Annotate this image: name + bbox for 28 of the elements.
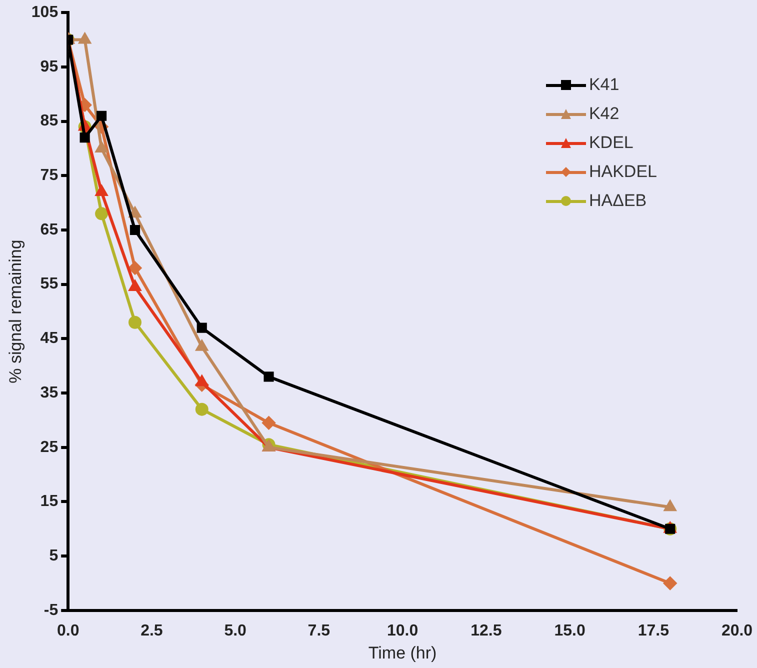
y-axis-title: % signal remaining bbox=[6, 240, 25, 384]
y-tick-label: 75 bbox=[40, 167, 58, 184]
y-tick-label: 25 bbox=[40, 438, 58, 456]
y-tick-label: 35 bbox=[40, 384, 58, 402]
x-tick-label: 20.0 bbox=[721, 622, 753, 640]
y-tick-label: 5 bbox=[49, 547, 58, 564]
x-tick-label: 12.5 bbox=[470, 622, 502, 640]
x-tick-label: 10.0 bbox=[386, 622, 418, 640]
legend-label: K42 bbox=[588, 104, 620, 124]
legend-label: K41 bbox=[588, 75, 620, 95]
y-tick-label: 105 bbox=[31, 4, 58, 22]
x-tick-label: 17.5 bbox=[638, 622, 670, 640]
legend-label: HAKDEL bbox=[588, 162, 657, 182]
y-tick-label: 55 bbox=[40, 276, 58, 293]
x-tick-label: 2.5 bbox=[140, 622, 163, 640]
y-tick-label: 45 bbox=[40, 330, 58, 348]
y-tick-label: 15 bbox=[40, 493, 58, 510]
y-tick-label: 95 bbox=[40, 58, 58, 76]
x-tick-label: 15.0 bbox=[554, 622, 586, 640]
legend-label: HAΔEB bbox=[588, 191, 647, 211]
legend-label: KDEL bbox=[588, 133, 634, 153]
x-tick-label: 5.0 bbox=[224, 622, 247, 640]
y-tick-label: 85 bbox=[40, 112, 58, 130]
x-tick-label: 7.5 bbox=[308, 622, 330, 640]
x-axis-title: Time (hr) bbox=[368, 643, 437, 662]
y-tick-label: 65 bbox=[40, 221, 58, 238]
x-tick-label: 0.0 bbox=[56, 622, 80, 640]
y-tick-label: -5 bbox=[44, 602, 58, 619]
